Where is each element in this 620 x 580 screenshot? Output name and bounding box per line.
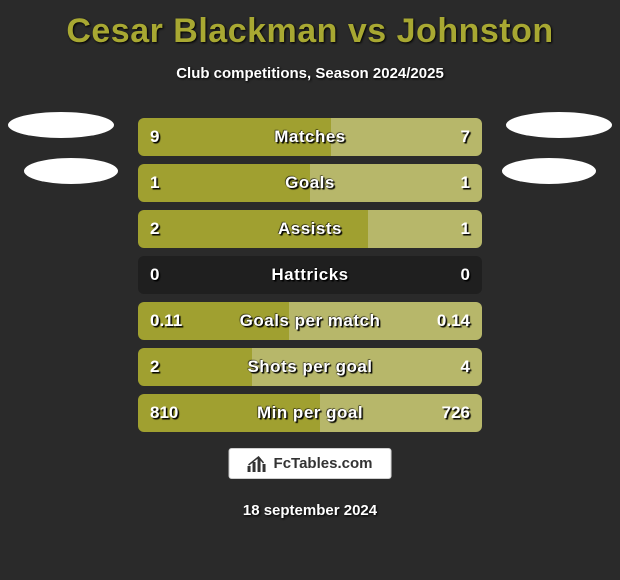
player-right-placeholder-1 <box>506 112 612 138</box>
player-right-placeholder-2 <box>502 158 596 184</box>
page-subtitle: Club competitions, Season 2024/2025 <box>0 65 620 82</box>
brand-badge: FcTables.com <box>229 448 392 479</box>
stats-panel: 97Matches 11Goals 21Assists 00Hattricks 0.11… <box>138 118 482 440</box>
brand-label: FcTables.com <box>274 455 373 472</box>
comparison-infographic: Cesar Blackman vs Johnston Club competit… <box>0 0 620 580</box>
footer-date: 18 september 2024 <box>0 502 620 519</box>
stat-label: Goals per match <box>138 302 482 340</box>
stat-label: Min per goal <box>138 394 482 432</box>
stat-label: Shots per goal <box>138 348 482 386</box>
stat-label: Assists <box>138 210 482 248</box>
stat-row: 24Shots per goal <box>138 348 482 386</box>
stat-label: Hattricks <box>138 256 482 294</box>
player-left-placeholder-2 <box>24 158 118 184</box>
stat-row: 11Goals <box>138 164 482 202</box>
stat-label: Goals <box>138 164 482 202</box>
page-title: Cesar Blackman vs Johnston <box>0 0 620 51</box>
stat-row: 0.110.14Goals per match <box>138 302 482 340</box>
stat-row: 810726Min per goal <box>138 394 482 432</box>
stat-row: 21Assists <box>138 210 482 248</box>
bar-chart-icon <box>248 456 268 472</box>
player-left-placeholder-1 <box>8 112 114 138</box>
stat-label: Matches <box>138 118 482 156</box>
stat-row: 00Hattricks <box>138 256 482 294</box>
stat-row: 97Matches <box>138 118 482 156</box>
